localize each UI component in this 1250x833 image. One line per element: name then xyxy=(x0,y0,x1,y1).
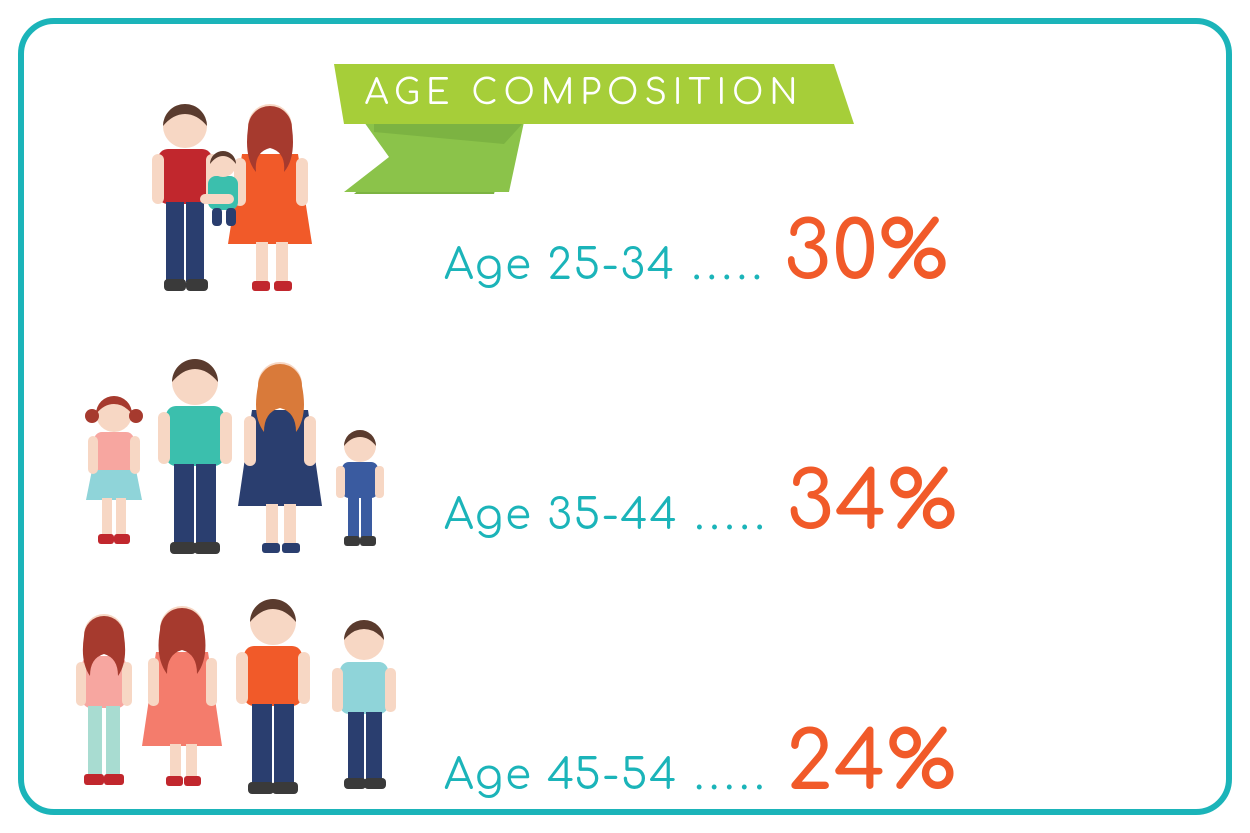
title-banner: AGE COMPOSITION xyxy=(334,64,854,204)
leader-dots: ..... xyxy=(695,492,770,539)
leader-dots: ..... xyxy=(695,752,770,799)
age-row-35-44: Age 35-44 ..... 34% xyxy=(444,464,958,544)
age-label: Age 45-54 xyxy=(444,752,679,799)
infographic-frame: AGE COMPOSITION Age 25-34 ..... 30% Age … xyxy=(18,18,1232,815)
age-percent: 30% xyxy=(784,214,949,294)
family-icon-35-44 xyxy=(74,344,414,574)
age-label: Age 35-44 xyxy=(444,492,679,539)
age-row-45-54: Age 45-54 ..... 24% xyxy=(444,724,957,804)
age-row-25-34: Age 25-34 ..... 30% xyxy=(444,214,949,294)
age-percent: 34% xyxy=(786,464,957,544)
age-label: Age 25-34 xyxy=(444,242,676,289)
age-percent: 24% xyxy=(786,724,957,804)
family-icon-25-34 xyxy=(130,84,340,314)
leader-dots: ..... xyxy=(692,242,767,289)
family-icon-45-54 xyxy=(64,584,444,814)
title-text: AGE COMPOSITION xyxy=(334,74,834,112)
